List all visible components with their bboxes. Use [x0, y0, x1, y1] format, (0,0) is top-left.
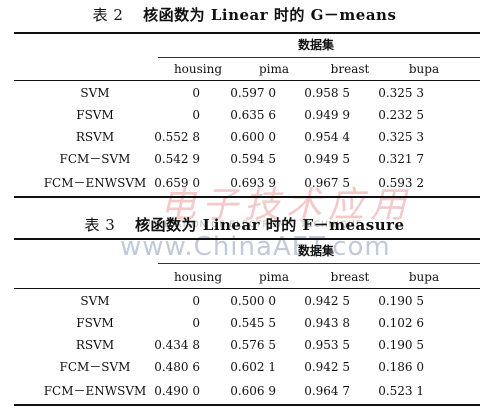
table2-col-housing: housing [173, 270, 223, 284]
table2-cell: 0.480 6 [154, 360, 200, 374]
table2-cell: 0.602 1 [230, 360, 276, 374]
table2-cell: 0.434 8 [154, 338, 200, 352]
table1-cell: 0.949 9 [304, 108, 350, 122]
table2-col-breast: breast [330, 270, 370, 284]
table1-cell: 0.321 7 [378, 152, 424, 166]
table1-cell: 0.325 3 [378, 130, 424, 144]
table1-row-label: FCM－SVM [59, 152, 131, 166]
table2-group-header: 数据集 [297, 244, 334, 258]
table2-col-bupa: bupa [408, 270, 440, 284]
table1-cell: 0.967 5 [304, 176, 350, 190]
table2-cell: 0.964 7 [304, 384, 350, 398]
table1-bottom-rule [14, 196, 480, 198]
table1-col-bupa: bupa [408, 62, 440, 76]
table2-cell: 0.190 5 [378, 294, 424, 308]
table1-cell: 0.958 5 [304, 86, 350, 100]
table2-cell: 0.606 9 [230, 384, 276, 398]
table2-cell: 0.942 5 [304, 294, 350, 308]
table2-cell: 0.490 0 [154, 384, 200, 398]
table1-title: 核函数为 Linear 时的 G－means [143, 6, 397, 24]
table1-cell: 0 [192, 86, 200, 100]
table1-cell: 0.600 0 [230, 130, 276, 144]
table1-row-label: FCM－ENWSVM [43, 176, 147, 190]
table2-row-label: SVM [80, 294, 110, 308]
table2-cell: 0 [192, 294, 200, 308]
table1-cell: 0.593 2 [378, 176, 424, 190]
table1-col-pima: pima [258, 62, 290, 76]
table1-cell: 0.542 9 [154, 152, 200, 166]
table1-cell: 0.325 3 [378, 86, 424, 100]
table1-cell: 0.954 4 [304, 130, 350, 144]
table1-cell: 0.659 0 [154, 176, 200, 190]
table1-cell: 0.232 5 [378, 108, 424, 122]
table1-cell: 0.594 5 [230, 152, 276, 166]
table1-label: 表 2 [92, 6, 124, 24]
table2-cell: 0.500 0 [230, 294, 276, 308]
table2-group-rule [158, 263, 480, 264]
table1-cell: 0.693 9 [230, 176, 276, 190]
table2-title: 核函数为 Linear 时的 F－measure [134, 216, 405, 234]
table2-header-rule [14, 288, 480, 289]
table1-group-header: 数据集 [297, 38, 334, 52]
table1-cell: 0.597 0 [230, 86, 276, 100]
table1-row-label: FSVM [76, 108, 114, 122]
table1-cell: 0 [192, 108, 200, 122]
table2-cell: 0.102 6 [378, 316, 424, 330]
table1-header-rule [14, 80, 480, 81]
table2-col-pima: pima [258, 270, 290, 284]
table1-caption: 表 2 核函数为 Linear 时的 G－means [0, 6, 485, 24]
table2-row-label: FSVM [76, 316, 114, 330]
table2-cell: 0.190 5 [378, 338, 424, 352]
table2-cell: 0.186 0 [378, 360, 424, 374]
table1-cell: 0.552 8 [154, 130, 200, 144]
table2-row-label: RSVM [75, 338, 115, 352]
table2-cell: 0.523 1 [378, 384, 424, 398]
table2-top-rule [14, 238, 480, 240]
table2-bottom-rule [14, 404, 480, 406]
table2-label: 表 3 [84, 216, 116, 234]
table1-col-housing: housing [173, 62, 223, 76]
table1-row-label: SVM [80, 86, 110, 100]
table2-row-label: FCM－ENWSVM [43, 384, 147, 398]
table2-cell: 0.943 8 [304, 316, 350, 330]
table1-row-label: RSVM [75, 130, 115, 144]
table1-col-breast: breast [330, 62, 370, 76]
table1-group-rule [158, 57, 480, 58]
table2-cell: 0.942 5 [304, 360, 350, 374]
table1-top-rule [14, 32, 480, 34]
table2-row-label: FCM－SVM [59, 360, 131, 374]
table2-cell: 0.545 5 [230, 316, 276, 330]
table2-cell: 0 [192, 316, 200, 330]
table2-cell: 0.576 5 [230, 338, 276, 352]
table2-cell: 0.953 5 [304, 338, 350, 352]
table2-caption: 表 3 核函数为 Linear 时的 F－measure [0, 216, 485, 234]
table1-cell: 0.635 6 [230, 108, 276, 122]
table1-cell: 0.949 5 [304, 152, 350, 166]
